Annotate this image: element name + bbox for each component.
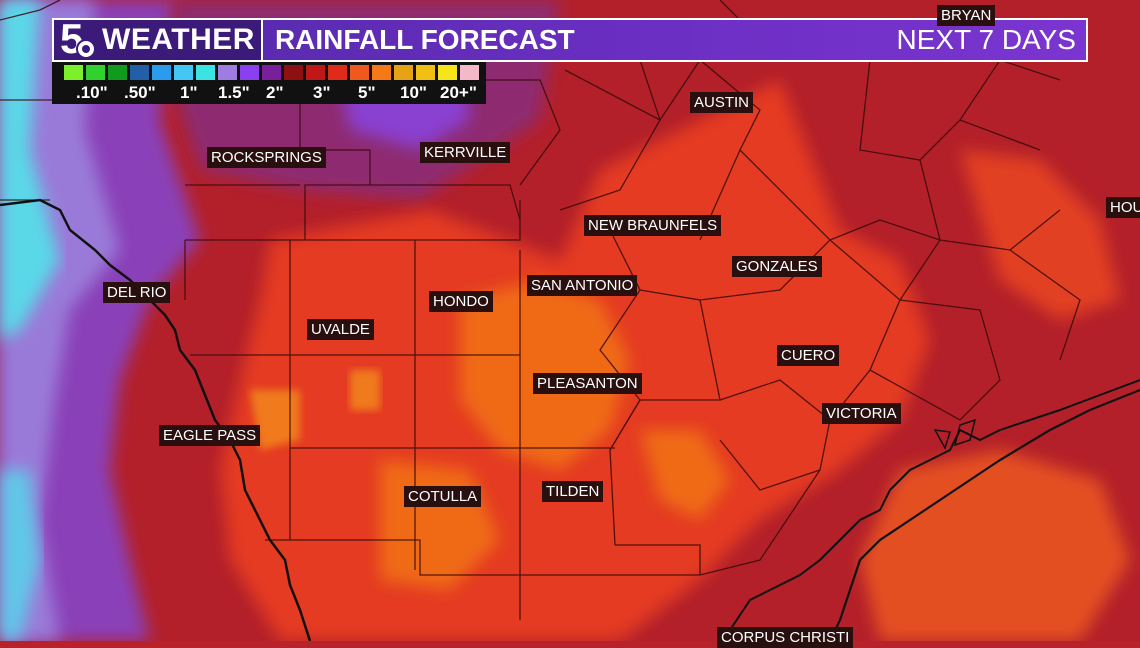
- city-label-san-antonio: SAN ANTONIO: [527, 275, 638, 296]
- city-label-kerrville: KERRVILLE: [420, 142, 511, 163]
- legend-tick: .10": [76, 83, 108, 102]
- city-label-uvalde: UVALDE: [307, 319, 374, 340]
- rainfall-legend: .10" .50" 1" 1.5" 2" 3" 5" 10" 20+": [52, 62, 486, 104]
- legend-tick: 3": [313, 83, 331, 102]
- header-bar: 5 WEATHER RAINFALL FORECAST NEXT 7 DAYS: [52, 17, 1088, 62]
- city-label-corpus-christi: CORPUS CHRISTI: [717, 627, 854, 648]
- legend-swatches: [64, 65, 482, 80]
- city-label-gonzales: GONZALES: [732, 256, 822, 277]
- city-label-pleasanton: PLEASANTON: [533, 373, 642, 394]
- legend-swatch: [438, 65, 457, 80]
- cbs-eye-icon: [76, 39, 96, 59]
- city-label-austin: AUSTIN: [690, 92, 754, 113]
- legend-swatch: [306, 65, 325, 80]
- station-logo: 5 WEATHER: [52, 17, 263, 62]
- city-label-cotulla: COTULLA: [404, 486, 482, 507]
- legend-swatch: [86, 65, 105, 80]
- city-label-houston: HOU: [1106, 197, 1140, 218]
- legend-swatch: [460, 65, 479, 80]
- legend-swatch: [416, 65, 435, 80]
- legend-swatch: [394, 65, 413, 80]
- legend-swatch: [284, 65, 303, 80]
- legend-swatch: [108, 65, 127, 80]
- legend-swatch: [350, 65, 369, 80]
- city-label-new-braunfels: NEW BRAUNFELS: [584, 215, 722, 236]
- legend-swatch: [152, 65, 171, 80]
- city-label-victoria: VICTORIA: [822, 403, 901, 424]
- legend-swatch: [218, 65, 237, 80]
- legend-swatch: [130, 65, 149, 80]
- city-label-rocksprings: ROCKSPRINGS: [207, 147, 326, 168]
- legend-tick: .50": [124, 83, 156, 102]
- channel-5-logo-icon: 5: [58, 17, 98, 61]
- legend-swatch: [64, 65, 83, 80]
- legend-tick: 5": [358, 83, 376, 102]
- legend-swatch: [196, 65, 215, 80]
- city-label-del-rio: DEL RIO: [103, 282, 171, 303]
- city-label-hondo: HONDO: [429, 291, 493, 312]
- legend-tick: 1": [180, 83, 198, 102]
- legend-ticks: .10" .50" 1" 1.5" 2" 3" 5" 10" 20+": [52, 83, 486, 103]
- brand-name: WEATHER: [102, 23, 255, 56]
- city-label-tilden: TILDEN: [542, 481, 604, 502]
- legend-tick: 10": [400, 83, 427, 102]
- legend-swatch: [372, 65, 391, 80]
- page-title: RAINFALL FORECAST: [274, 24, 575, 55]
- legend-tick: 1.5": [218, 83, 250, 102]
- legend-swatch: [262, 65, 281, 80]
- city-label-eagle-pass: EAGLE PASS: [159, 425, 261, 446]
- legend-swatch: [240, 65, 259, 80]
- city-label-cuero: CUERO: [777, 345, 840, 366]
- legend-swatch: [328, 65, 347, 80]
- forecast-period: NEXT 7 DAYS: [896, 24, 1076, 55]
- legend-tick: 20+": [440, 83, 477, 102]
- legend-swatch: [174, 65, 193, 80]
- legend-tick: 2": [266, 83, 284, 102]
- city-label-bryan: BRYAN: [937, 5, 996, 26]
